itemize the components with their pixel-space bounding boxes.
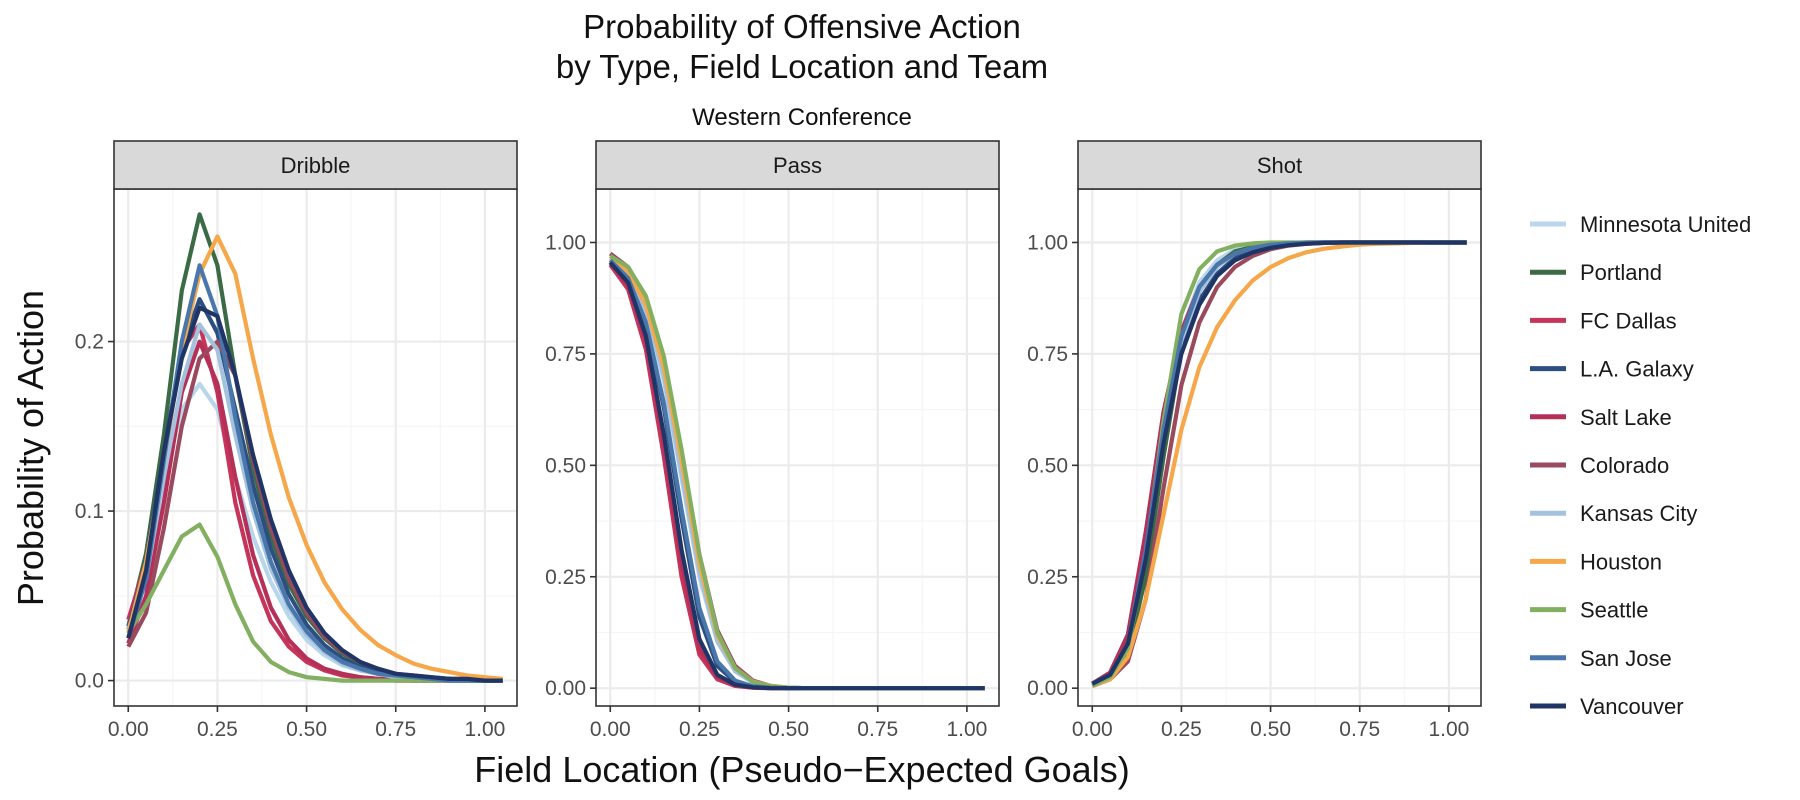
y-tick-label: 0.0 [75, 670, 104, 693]
series-lines [1091, 240, 1467, 688]
panel-background [596, 189, 999, 706]
y-tick-label: 0.75 [545, 343, 586, 366]
panel-dribble: Dribble 0.0 0.1 0.2 0.00 0.25 0.50 0.75 1.00 [75, 140, 518, 741]
y-tick-label: 0.00 [1027, 677, 1068, 700]
x-tick-label: 0.25 [197, 718, 238, 741]
chart-title-group: Probability of Offensive Action by Type,… [556, 8, 1048, 131]
y-tick-label: 0.50 [1027, 454, 1068, 477]
y-tick-label: 1.00 [545, 231, 586, 254]
facet-strip-label: Pass [773, 153, 822, 178]
series-line-vancouver [126, 305, 503, 683]
legend-label: Salt Lake [1580, 405, 1672, 430]
series-line-vancouver [1091, 240, 1467, 686]
legend-label: San Jose [1580, 646, 1672, 671]
y-axis-title: Probability of Action [10, 290, 51, 606]
y-tick-label: 0.2 [75, 331, 104, 354]
x-tick-label: 0.75 [375, 718, 416, 741]
facet-strip [113, 140, 518, 190]
x-tick-label: 0.25 [1161, 718, 1202, 741]
x-axis-title: Field Location (Pseudo−Expected Goals) [474, 749, 1129, 790]
y-tick-label: 0.75 [1027, 343, 1068, 366]
y-tick-label: 0.00 [545, 677, 586, 700]
legend-label: Seattle [1580, 598, 1649, 623]
legend-item: Portland [1530, 260, 1662, 285]
chart-subtitle: Western Conference [692, 104, 912, 131]
legend-item: Minnesota United [1530, 212, 1751, 237]
x-tick-label: 0.75 [857, 718, 898, 741]
facet-strip [595, 140, 1000, 190]
panel-shot: Shot 0.00 0.25 0.50 0.75 1.00 0.00 0.25 0.50 0.75… [1027, 140, 1482, 741]
y-tick-label: 0.25 [1027, 566, 1068, 589]
y-tick-label: 0.25 [545, 566, 586, 589]
legend-item: San Jose [1530, 646, 1672, 671]
legend-label: Houston [1580, 549, 1662, 574]
facet-strip-label: Shot [1257, 153, 1302, 178]
legend-label: Vancouver [1580, 694, 1684, 719]
legend-item: Colorado [1530, 453, 1669, 478]
y-tick-label: 0.50 [545, 454, 586, 477]
x-tick-label: 0.50 [286, 718, 327, 741]
facet-strip-label: Dribble [281, 153, 351, 178]
legend-item: Salt Lake [1530, 405, 1672, 430]
series-lines [126, 212, 503, 683]
x-tick-label: 1.00 [946, 718, 987, 741]
legend-label: FC Dallas [1580, 308, 1677, 333]
x-tick-label: 0.25 [679, 718, 720, 741]
legend-item: Vancouver [1530, 694, 1684, 719]
facet-strip [1077, 140, 1482, 190]
x-tick-label: 0.50 [1250, 718, 1291, 741]
x-tick-label: 0.75 [1339, 718, 1380, 741]
legend-item: Seattle [1530, 598, 1649, 623]
chart-title-line-1: Probability of Offensive Action [583, 8, 1021, 45]
legend-label: Minnesota United [1580, 212, 1751, 237]
legend-label: L.A. Galaxy [1580, 357, 1694, 382]
legend-label: Colorado [1580, 453, 1669, 478]
y-tick-label: 0.1 [75, 500, 104, 523]
legend-item: FC Dallas [1530, 308, 1677, 333]
x-tick-label: 0.50 [768, 718, 809, 741]
panel-background [1078, 189, 1481, 706]
x-tick-label: 1.00 [1428, 718, 1469, 741]
series-lines [608, 251, 985, 691]
y-tick-label: 1.00 [1027, 231, 1068, 254]
legend: Minnesota United Portland FC Dallas L.A. Ga… [1530, 212, 1751, 719]
x-tick-label: 0.00 [108, 718, 149, 741]
series-line-vancouver [608, 261, 985, 691]
panel-pass: Pass 0.00 0.25 0.50 0.75 1.00 0.00 0.25 0.50 0.75… [545, 140, 1000, 741]
legend-item: Houston [1530, 549, 1662, 574]
legend-item: Kansas City [1530, 501, 1697, 526]
legend-label: Kansas City [1580, 501, 1697, 526]
legend-label: Portland [1580, 260, 1662, 285]
x-tick-label: 0.00 [1072, 718, 1113, 741]
x-tick-label: 0.00 [590, 718, 631, 741]
legend-item: L.A. Galaxy [1530, 357, 1694, 382]
chart-title-line-2: by Type, Field Location and Team [556, 48, 1048, 85]
x-tick-label: 1.00 [464, 718, 505, 741]
